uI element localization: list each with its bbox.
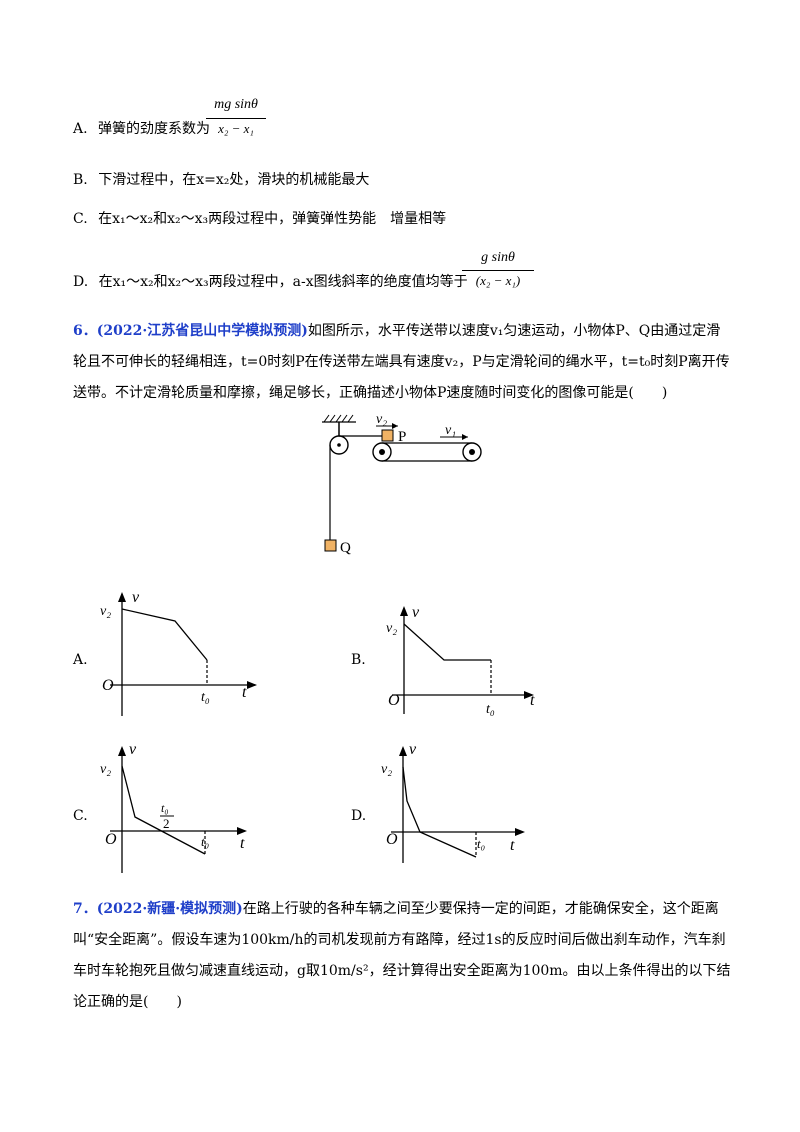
option-c-letter: C. (73, 211, 88, 227)
svg-text:O: O (386, 831, 398, 848)
option-c: C. 在x₁～x₂和x₂～x₃两段过程中，弹簧弹性势能 增量相等 (73, 210, 446, 228)
block-p-icon (381, 429, 394, 442)
svg-text:2: 2 (163, 816, 170, 831)
svg-text:t₀: t₀ (201, 690, 210, 705)
svg-text:t₀: t₀ (477, 836, 485, 851)
question-7-source: 7．(2022·新疆·模拟预测) (73, 901, 243, 917)
option-b-text: 下滑过程中，在x=x₂处，滑块的机械能最大 (98, 172, 370, 188)
svg-text:t: t (240, 835, 245, 852)
option-d-text: 在x₁～x₂和x₂～x₃两段过程中，a-x图线斜率的绝度值均等于 (98, 274, 468, 290)
graph-a: v v₂ O t t₀ (100, 589, 257, 716)
svg-text:v: v (412, 604, 420, 621)
svg-text:v: v (409, 741, 417, 758)
option-d-letter: D. (73, 274, 89, 290)
svg-text:t₀: t₀ (201, 834, 209, 849)
svg-text:t: t (242, 684, 247, 701)
label-q: Q (340, 540, 351, 556)
svg-text:v: v (129, 741, 137, 758)
option-b: B. 下滑过程中，在x=x₂处，滑块的机械能最大 (73, 171, 369, 189)
option-a: A. 弹簧的劲度系数为 (73, 120, 210, 138)
svg-text:O: O (388, 692, 400, 709)
svg-text:v₂: v₂ (100, 604, 111, 619)
graph-c-letter: C. (73, 808, 88, 824)
option-a-text: 弹簧的劲度系数为 (98, 121, 211, 137)
option-c-text: 在x₁～x₂和x₂～x₃两段过程中，弹簧弹性势能 增量相等 (98, 211, 447, 227)
option-d-fraction-bar (462, 270, 534, 271)
block-q-icon (324, 539, 337, 552)
option-a-numerator: mg sinθ (214, 97, 258, 112)
graph-d-letter: D. (351, 808, 367, 824)
question-7: 7．(2022·新疆·模拟预测)在路上行驶的各种车辆之间至少要保持一定的间距，才… (73, 894, 733, 1018)
svg-text:v₂: v₂ (381, 762, 392, 777)
svg-text:v₂: v₂ (100, 762, 111, 777)
graph-d: v v₂ O t t₀ (381, 741, 525, 863)
option-a-letter: A. (73, 121, 88, 137)
graph-b-letter: B. (351, 652, 366, 668)
svg-text:O: O (105, 831, 117, 848)
svg-text:t₀: t₀ (486, 702, 495, 716)
label-v1: v₁ (445, 423, 456, 438)
question-6-text: 如图所示，水平传送带以速度v₁匀速运动，小物体P、Q由通过定滑轮且不可伸长的轻绳… (73, 323, 730, 401)
option-d-denominator: (x₂ − x₁) (475, 273, 521, 288)
graph-c: v v₂ O t t₀ t₀ 2 (100, 741, 247, 873)
label-p: P (398, 429, 406, 445)
svg-text:t₀: t₀ (161, 801, 169, 815)
label-v2: v₂ (376, 412, 387, 427)
option-d-numerator: g sinθ (481, 250, 515, 265)
svg-text:t: t (510, 837, 515, 854)
svg-text:v₂: v₂ (386, 621, 397, 636)
conveyor-pulley-figure: P v₂ v₁ Q (322, 412, 482, 556)
svg-text:v: v (132, 589, 140, 606)
option-a-denominator: x₂ − x₁ (218, 121, 254, 136)
svg-text:O: O (102, 677, 114, 694)
svg-text:t: t (530, 692, 535, 709)
option-a-fraction-bar (206, 118, 266, 119)
question-7-text: 在路上行驶的各种车辆之间至少要保持一定的间距，才能确保安全，这个距离叫“安全距离… (73, 901, 731, 1010)
graph-a-letter: A. (73, 652, 88, 668)
graph-b: v v₂ O t t₀ (386, 604, 535, 716)
question-6: 6．(2022·江苏省昆山中学模拟预测)如图所示，水平传送带以速度v₁匀速运动，… (73, 316, 733, 409)
option-d: D. 在x₁～x₂和x₂～x₃两段过程中，a-x图线斜率的绝度值均等于 (73, 273, 468, 291)
question-6-source: 6．(2022·江苏省昆山中学模拟预测) (73, 323, 308, 339)
option-b-letter: B. (73, 172, 88, 188)
